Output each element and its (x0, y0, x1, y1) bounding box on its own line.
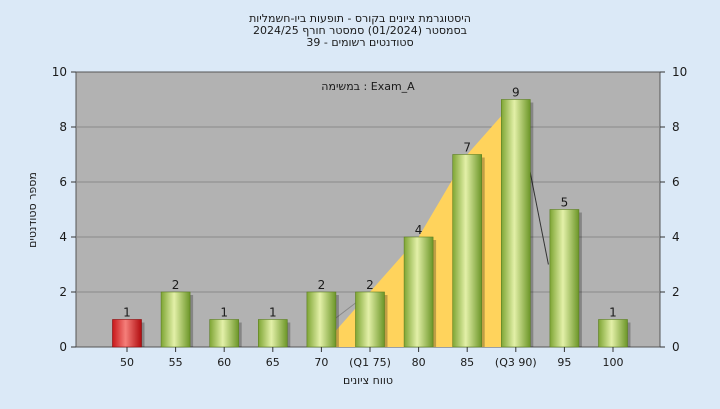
x-tick-label: 50 (120, 356, 134, 369)
x-axis-ticks: 50 55 60 65 70 (Q1 75) 80 85 (Q3 90) 95 100 (120, 347, 624, 369)
y-tick-label-right: 4 (672, 230, 680, 244)
bar-value-label: 2 (318, 278, 326, 292)
bar-value-label: 1 (269, 306, 277, 320)
bar (355, 291, 385, 348)
bar-value-label: 7 (463, 141, 471, 155)
x-tick-label: 70 (314, 356, 328, 369)
bar (403, 236, 434, 348)
bar (452, 154, 483, 348)
bar (257, 319, 288, 348)
y-axis-ticks: 0 0 2 2 4 4 6 6 8 8 10 10 (52, 65, 688, 354)
bar (306, 291, 337, 348)
bar-value-label: 9 (512, 86, 520, 100)
bar-value-label: 2 (366, 278, 374, 292)
x-tick-label: 95 (557, 356, 571, 369)
bar (500, 99, 531, 348)
y-tick-label-right: 6 (672, 175, 680, 189)
y-axis-label: מספר סטודנטים (26, 172, 39, 248)
x-axis-label: טווח ציונים (343, 374, 393, 387)
value-labels: 1 2 1 1 2 2 4 7 9 5 1 (123, 86, 617, 320)
bar-value-label: 1 (123, 306, 131, 320)
bar-value-label: 5 (561, 196, 569, 210)
y-tick-label-left: 4 (59, 230, 67, 244)
y-tick-label-left: 10 (52, 65, 67, 79)
bar (598, 319, 628, 348)
x-tick-label: (Q1 75) (349, 356, 391, 369)
bar (209, 319, 239, 348)
x-tick-label: 80 (412, 356, 426, 369)
bar-value-label: 1 (609, 306, 617, 320)
bar (160, 291, 191, 348)
x-tick-label: 60 (217, 356, 231, 369)
x-tick-label: 55 (169, 356, 183, 369)
bar-value-label: 1 (220, 306, 228, 320)
y-tick-label-right: 10 (672, 65, 687, 79)
y-tick-label-left: 6 (59, 175, 67, 189)
chart-title: היסטוגרמת ציונים בקורס - תופעות ביו-חשמל… (249, 12, 471, 49)
task-annotation: במשימה : Exam_A (321, 80, 415, 93)
x-tick-label: 100 (603, 356, 624, 369)
chart-title-line-3: 39 - סטודנטים רשומים (306, 36, 413, 49)
y-tick-label-right: 2 (672, 285, 680, 299)
x-tick-label: 85 (460, 356, 474, 369)
x-tick-label: (Q3 90) (495, 356, 537, 369)
y-tick-label-right: 0 (672, 340, 680, 354)
y-tick-label-left: 0 (59, 340, 67, 354)
chart-title-line-2: בסמסטר (01/2024) סמסטר חורף 2024/25 (253, 24, 467, 37)
y-tick-label-right: 8 (672, 120, 680, 134)
chart-title-line-1: היסטוגרמת ציונים בקורס - תופעות ביו-חשמל… (249, 12, 471, 25)
bars (112, 99, 631, 348)
bar (549, 209, 580, 348)
bar-value-label: 4 (415, 223, 423, 237)
x-tick-label: 65 (266, 356, 280, 369)
y-tick-label-left: 2 (59, 285, 67, 299)
y-tick-label-left: 8 (59, 120, 67, 134)
bar-value-label: 2 (172, 278, 180, 292)
bar (112, 319, 142, 348)
